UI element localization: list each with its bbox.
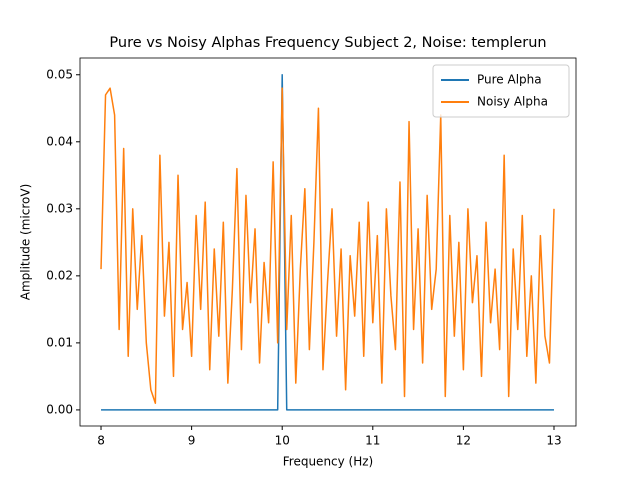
data-line [101,74,554,411]
y-tick-label: 0.03 [46,201,73,215]
legend-box [432,64,570,118]
x-tick-label: 11 [365,434,380,448]
x-tick-label: 8 [97,434,105,448]
legend-label: Pure Alpha [477,73,542,87]
legend-label: Noisy Alpha [477,95,548,109]
x-tick-label: 13 [546,434,561,448]
y-tick-label: 0.04 [46,134,73,148]
y-tick-label: 0.02 [46,268,73,282]
data-line [100,87,555,404]
y-tick-label: 0.01 [46,335,73,349]
x-tick-label: 10 [275,434,290,448]
x-tick-label: 9 [188,434,196,448]
chart-title: Pure vs Noisy Alphas Frequency Subject 2… [109,35,546,51]
x-axis-label: Frequency (Hz) [283,455,374,469]
y-axis-label: Amplitude (microV) [19,184,33,301]
y-tick-label: 0.05 [46,67,73,81]
plot-frame [79,57,577,427]
x-tick-label: 12 [456,434,471,448]
y-tick-label: 0.00 [46,402,73,416]
